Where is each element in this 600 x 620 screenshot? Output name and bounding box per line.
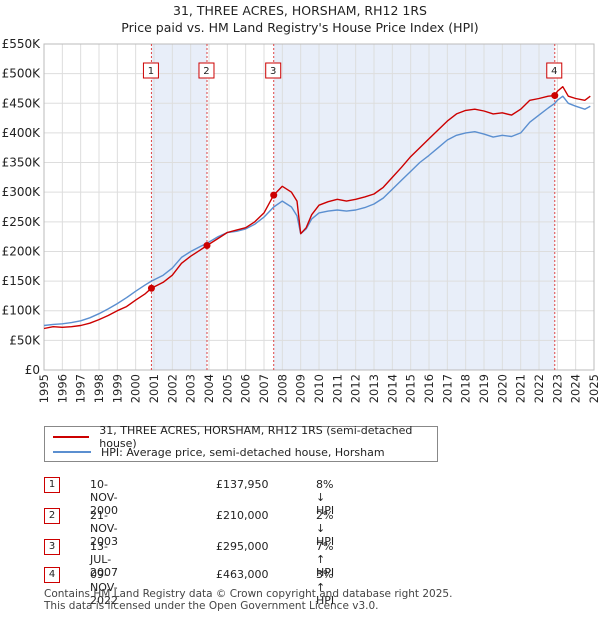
sale-date: 13-JUL-2007	[90, 540, 118, 579]
legend-label-hpi: HPI: Average price, semi-detached house,…	[101, 445, 385, 459]
x-tick-label: 2022	[532, 374, 546, 403]
price-paid-line	[43, 86, 591, 330]
x-tick-label: 2021	[514, 374, 528, 403]
y-tick-label: £50K	[9, 333, 41, 347]
x-tick-label: 2013	[367, 374, 381, 403]
x-tick-label: 2015	[404, 374, 418, 403]
sale-marker-badge	[546, 62, 563, 79]
footer-copyright: Contains HM Land Registry data © Crown c…	[44, 588, 453, 600]
x-tick-label: 2008	[275, 374, 289, 403]
sale-point	[147, 284, 155, 292]
footer-licence: This data is licensed under the Open Gov…	[44, 600, 379, 612]
sale-number-badge: 1	[44, 477, 60, 493]
legend-label-price-paid: 31, THREE ACRES, HORSHAM, RH12 1RS (semi…	[99, 424, 413, 450]
y-tick-label: £450K	[2, 96, 42, 110]
sale-price: £137,950	[216, 478, 269, 491]
sale-date: 10-NOV-2000	[90, 478, 118, 517]
x-tick-label: 2000	[129, 374, 143, 403]
x-tick-label: 2001	[147, 374, 161, 403]
y-tick-label: £250K	[2, 215, 42, 229]
legend-item-hpi: HPI: Average price, semi-detached house,…	[53, 445, 385, 459]
sale-number-badge: 3	[44, 539, 60, 555]
sale-point	[551, 92, 559, 100]
legend-swatch-hpi	[53, 451, 91, 453]
x-tick-label: 2025	[587, 374, 600, 403]
x-tick-label: 2018	[459, 374, 473, 403]
y-tick-label: £500K	[2, 67, 42, 81]
x-tick-label: 2017	[440, 374, 454, 403]
x-tick-label: 2024	[569, 374, 583, 403]
y-tick-label: £0	[25, 363, 40, 377]
sale-period-shading	[151, 44, 207, 370]
hpi-line	[43, 95, 591, 327]
x-tick-label: 2011	[330, 374, 344, 403]
x-tick-label: 1996	[55, 374, 69, 403]
sale-hpi-delta: 7% ↑ HPI	[316, 540, 335, 579]
legend-item-price-paid: 31, THREE ACRES, HORSHAM, RH12 1RS (semi…	[53, 424, 437, 450]
x-tick-label: 2016	[422, 374, 436, 403]
sale-price: £210,000	[216, 509, 269, 522]
sale-point	[270, 191, 278, 199]
chart-subtitle: Price paid vs. HM Land Registry's House …	[121, 20, 479, 35]
x-tick-label: 2002	[165, 374, 179, 403]
sale-number-badge: 4	[44, 567, 60, 583]
y-tick-label: £100K	[2, 304, 42, 318]
sale-marker-badge	[142, 62, 159, 79]
x-tick-label: 2005	[220, 374, 234, 403]
sale-date: 21-NOV-2003	[90, 509, 118, 548]
sale-point	[203, 242, 211, 250]
y-tick-label: £350K	[2, 156, 42, 170]
x-tick-label: 1998	[92, 374, 106, 403]
sale-marker-label: 1	[148, 66, 154, 77]
x-tick-label: 2004	[202, 374, 216, 403]
y-tick-label: £300K	[2, 185, 42, 199]
x-tick-label: 2012	[349, 374, 363, 403]
x-tick-label: 2003	[184, 374, 198, 403]
x-tick-label: 1999	[110, 374, 124, 403]
x-tick-label: 2006	[239, 374, 253, 403]
x-tick-label: 1997	[74, 374, 88, 403]
sale-number-badge: 2	[44, 508, 60, 524]
legend: 31, THREE ACRES, HORSHAM, RH12 1RS (semi…	[44, 424, 438, 462]
sale-period-shading	[273, 44, 555, 370]
x-tick-label: 2010	[312, 374, 326, 403]
x-tick-label: 2020	[495, 374, 509, 403]
sale-hpi-delta: 8% ↓ HPI	[316, 478, 335, 517]
sale-marker-badge	[265, 62, 282, 79]
sale-hpi-delta: 2% ↓ HPI	[316, 509, 335, 548]
y-tick-label: £550K	[2, 37, 42, 51]
legend-swatch-price-paid	[53, 436, 90, 438]
x-tick-label: 2023	[550, 374, 564, 403]
sale-price: £295,000	[216, 540, 269, 553]
sale-marker-badge	[198, 62, 215, 79]
price-chart: £0 £50K £100K £150K £200K £250K £300K £350K £400…	[2, 37, 600, 403]
y-tick-label: £150K	[2, 274, 42, 288]
sale-price: £463,000	[216, 568, 269, 581]
sale-hpi-delta: 3% ↑ HPI	[316, 568, 335, 607]
x-tick-label: 2009	[294, 374, 308, 403]
sale-marker-label: 4	[551, 66, 557, 77]
y-tick-label: £400K	[2, 126, 42, 140]
x-tick-label: 2007	[257, 374, 271, 403]
x-tick-label: 2014	[385, 374, 399, 403]
plot-frame	[43, 43, 595, 371]
chart-title: 31, THREE ACRES, HORSHAM, RH12 1RS	[173, 3, 427, 18]
x-tick-label: 1995	[37, 374, 51, 403]
sale-marker-label: 2	[203, 66, 209, 77]
x-tick-label: 2019	[477, 374, 491, 403]
sale-marker-label: 3	[270, 66, 276, 77]
sale-date: 09-NOV-2022	[90, 568, 118, 607]
y-tick-label: £200K	[2, 244, 42, 258]
